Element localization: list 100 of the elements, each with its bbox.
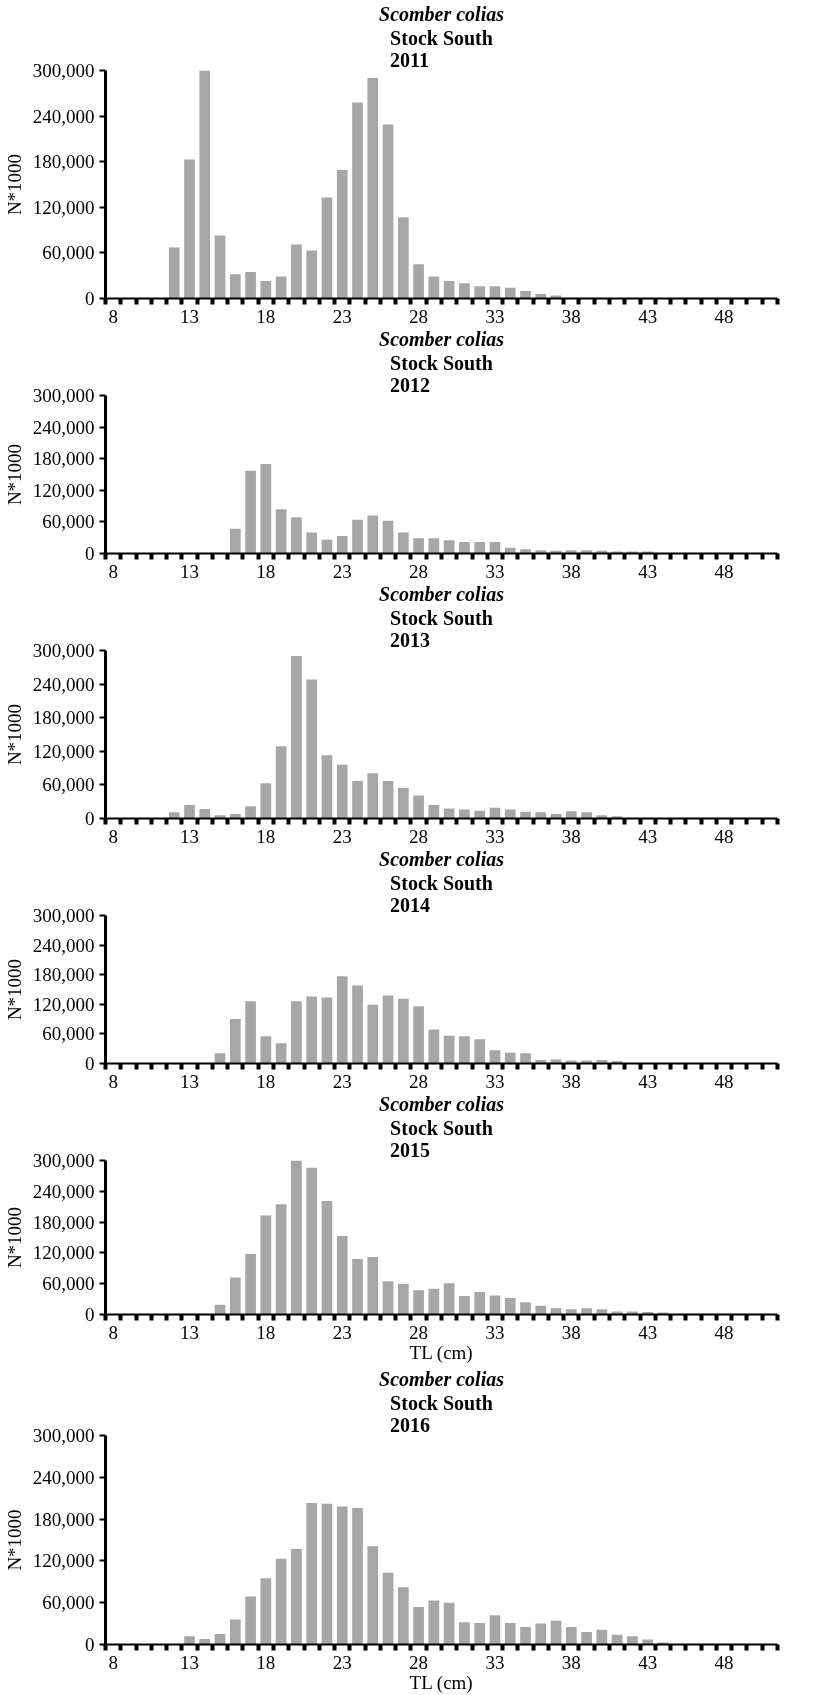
y-tick-label: 240,000 bbox=[32, 1466, 95, 1488]
x-tick-label: 48 bbox=[714, 1070, 734, 1092]
bar bbox=[214, 235, 226, 299]
bar bbox=[229, 1619, 241, 1645]
x-tick-label: 8 bbox=[108, 560, 118, 582]
bar bbox=[520, 290, 531, 299]
bar bbox=[275, 1558, 287, 1645]
x-tick-label: 48 bbox=[714, 305, 734, 327]
x-tick-label: 33 bbox=[485, 1651, 505, 1673]
bar bbox=[367, 515, 379, 554]
bar bbox=[474, 810, 486, 819]
bar bbox=[275, 1204, 287, 1315]
bar bbox=[535, 1623, 547, 1645]
bar bbox=[275, 1043, 287, 1064]
bar bbox=[535, 812, 547, 819]
x-tick-label: 28 bbox=[409, 1321, 429, 1343]
x-tick-label: 13 bbox=[180, 305, 199, 327]
bar bbox=[428, 805, 440, 819]
y-tick-label: 240,000 bbox=[32, 1180, 95, 1202]
bar bbox=[535, 293, 547, 299]
y-axis-title: N*1000 bbox=[3, 703, 25, 766]
bar bbox=[291, 517, 302, 554]
y-tick-label: 300,000 bbox=[32, 385, 95, 406]
x-tick-label: 38 bbox=[561, 1651, 581, 1673]
bar bbox=[443, 281, 455, 299]
x-tick-label: 48 bbox=[714, 1651, 734, 1673]
bar bbox=[352, 519, 363, 554]
x-tick-label: 13 bbox=[180, 1651, 199, 1673]
x-tick-label: 33 bbox=[485, 560, 505, 582]
bar bbox=[520, 1302, 531, 1315]
x-tick-label: 18 bbox=[256, 1321, 276, 1343]
chart-subtitle: Stock South 2014 bbox=[390, 871, 493, 916]
x-tick-label: 28 bbox=[409, 1651, 429, 1673]
bar bbox=[245, 1596, 256, 1645]
bar bbox=[627, 551, 638, 554]
bar bbox=[260, 463, 272, 554]
bar bbox=[245, 470, 256, 554]
bar bbox=[367, 1004, 379, 1064]
bar bbox=[291, 1549, 302, 1645]
y-axis-title: N*1000 bbox=[3, 1509, 25, 1571]
y-tick-label: 60,000 bbox=[42, 242, 95, 264]
bar bbox=[168, 812, 180, 819]
chart-title: Scomber colias bbox=[379, 1092, 505, 1115]
bar bbox=[382, 520, 394, 554]
y-tick-label: 240,000 bbox=[32, 673, 95, 695]
x-tick-label: 23 bbox=[332, 305, 352, 327]
bar bbox=[489, 286, 501, 299]
x-axis-title: TL (cm) bbox=[409, 1341, 473, 1364]
y-tick-label: 120,000 bbox=[32, 1550, 95, 1572]
y-tick-label: 300,000 bbox=[32, 60, 95, 81]
bar bbox=[520, 1627, 531, 1645]
x-tick-label: 33 bbox=[485, 1321, 505, 1343]
x-tick-label: 23 bbox=[332, 1070, 352, 1092]
bar bbox=[504, 1052, 516, 1064]
bar bbox=[306, 679, 318, 819]
bar bbox=[565, 1309, 577, 1315]
x-tick-label: 28 bbox=[409, 825, 429, 847]
bar bbox=[245, 806, 256, 819]
chart-title: Scomber colias bbox=[379, 847, 505, 870]
bar bbox=[520, 549, 531, 554]
bar bbox=[443, 1283, 455, 1315]
bar bbox=[581, 812, 592, 819]
bar bbox=[397, 998, 409, 1064]
bar bbox=[336, 1235, 348, 1315]
bar bbox=[336, 536, 348, 554]
bar bbox=[413, 1290, 424, 1315]
y-axis-title: N*1000 bbox=[3, 958, 25, 1021]
bar bbox=[459, 1296, 470, 1315]
bar bbox=[550, 1620, 562, 1645]
x-tick-label: 23 bbox=[332, 825, 352, 847]
bar bbox=[367, 78, 379, 299]
bar bbox=[413, 264, 424, 299]
x-tick-label: 13 bbox=[180, 560, 199, 582]
y-tick-label: 300,000 bbox=[32, 1150, 95, 1171]
bar bbox=[260, 1578, 272, 1645]
x-tick-label: 38 bbox=[561, 825, 581, 847]
bar bbox=[352, 780, 363, 819]
bar bbox=[306, 1167, 318, 1315]
chart-subtitle: Stock South 2011 bbox=[390, 26, 493, 71]
bar bbox=[474, 1291, 486, 1315]
bar bbox=[306, 532, 318, 554]
bar bbox=[504, 1622, 516, 1645]
x-tick-label: 38 bbox=[561, 560, 581, 582]
y-tick-label: 180,000 bbox=[32, 151, 95, 173]
x-tick-label: 43 bbox=[638, 1070, 658, 1092]
x-tick-label: 33 bbox=[485, 825, 505, 847]
bar bbox=[382, 124, 394, 299]
bar bbox=[229, 814, 241, 819]
bar bbox=[275, 509, 287, 554]
bar bbox=[489, 1050, 501, 1064]
y-tick-label: 60,000 bbox=[42, 1592, 95, 1614]
y-tick-label: 0 bbox=[85, 1634, 95, 1655]
x-tick-label: 8 bbox=[108, 825, 118, 847]
bar bbox=[443, 1035, 455, 1064]
bar bbox=[428, 1029, 440, 1064]
x-tick-label: 23 bbox=[332, 1321, 352, 1343]
bar bbox=[321, 1201, 333, 1315]
x-tick-label: 38 bbox=[561, 305, 581, 327]
chart-subtitle: Stock South 2012 bbox=[390, 351, 493, 396]
y-tick-label: 240,000 bbox=[32, 416, 95, 438]
